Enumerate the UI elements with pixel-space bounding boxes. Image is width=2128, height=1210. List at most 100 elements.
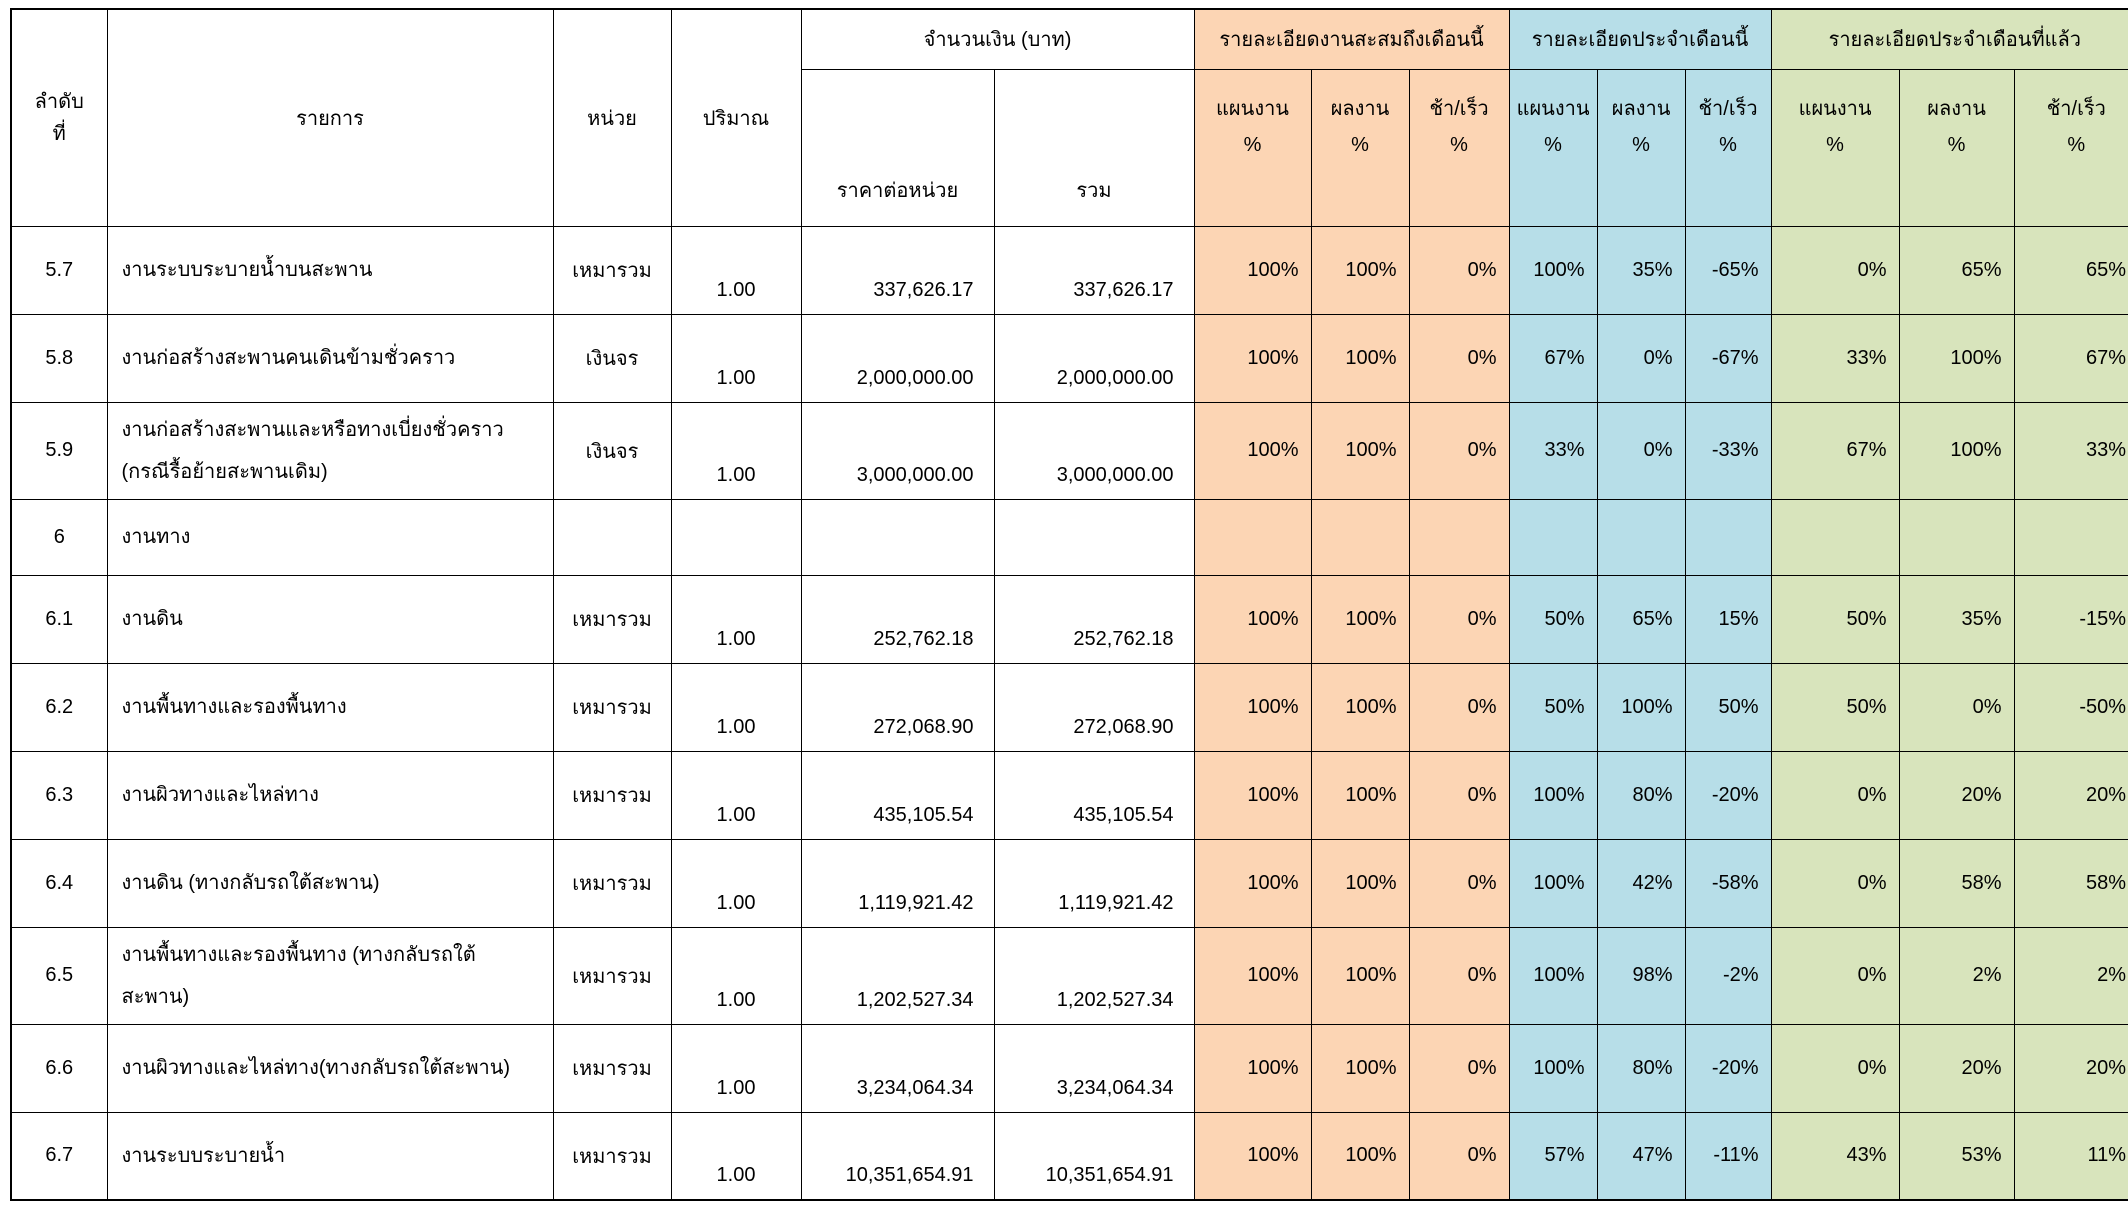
this-month-diff-cell: -58% xyxy=(1684,838,1772,928)
item-cell: งานผิวทางและไหล่ทาง(ทางกลับรถใต้สะพาน) xyxy=(106,1023,554,1113)
header-quantity: ปริมาณ xyxy=(670,8,802,227)
header-unit: หน่วย xyxy=(552,8,672,227)
cumulative-diff-cell: 0% xyxy=(1408,313,1510,403)
table-row: 6.3 งานผิวทางและไหล่ทาง เหมารวม 1.00 435… xyxy=(10,750,2128,840)
quantity-cell: 1.00 xyxy=(670,926,802,1025)
last-month-diff-cell: 58% xyxy=(2013,838,2128,928)
unit-price-cell: 3,234,064.34 xyxy=(800,1023,995,1113)
column-label: ช้า/เร็ว xyxy=(1429,97,1489,120)
table-row: 6.7 งานระบบระบายน้ำ เหมารวม 1.00 10,351,… xyxy=(10,1111,2128,1201)
table-row: 6.6 งานผิวทางและไหล่ทาง(ทางกลับรถใต้สะพา… xyxy=(10,1023,2128,1113)
this-month-result-cell: 47% xyxy=(1596,1111,1686,1201)
total-cell: 1,202,527.34 xyxy=(993,926,1195,1025)
item-cell: งานดิน (ทางกลับรถใต้สะพาน) xyxy=(106,838,554,928)
order-cell: 6.7 xyxy=(10,1111,108,1201)
quantity-cell: 1.00 xyxy=(670,1023,802,1113)
unit-cell: เหมารวม xyxy=(552,574,672,664)
order-cell: 6.4 xyxy=(10,838,108,928)
cumulative-diff-cell: 0% xyxy=(1408,662,1510,752)
order-cell: 6.5 xyxy=(10,926,108,1025)
order-cell: 6 xyxy=(10,498,108,576)
item-cell: งานผิวทางและไหล่ทาง xyxy=(106,750,554,840)
unit-cell xyxy=(552,498,672,576)
total-cell: 2,000,000.00 xyxy=(993,313,1195,403)
unit-price-cell: 2,000,000.00 xyxy=(800,313,995,403)
cumulative-plan-cell: 100% xyxy=(1193,1111,1312,1201)
cumulative-result-cell: 100% xyxy=(1310,1023,1410,1113)
this-month-plan-cell: 100% xyxy=(1508,838,1598,928)
last-month-plan-cell: 50% xyxy=(1770,662,1900,752)
column-label: ช้า/เร็ว xyxy=(1698,97,1758,120)
quantity-cell: 1.00 xyxy=(670,750,802,840)
item-cell: งานพื้นทางและรองพื้นทาง xyxy=(106,662,554,752)
table-header: ลำดับ ที่ รายการ หน่วย ปริมาณ จำนวนเงิน … xyxy=(10,8,2128,227)
this-month-result-cell xyxy=(1596,498,1686,576)
unit-price-cell xyxy=(800,498,995,576)
this-month-diff-cell: -20% xyxy=(1684,1023,1772,1113)
this-month-diff-cell: -33% xyxy=(1684,401,1772,500)
item-cell: งานก่อสร้างสะพานคนเดินข้ามชั่วคราว xyxy=(106,313,554,403)
total-cell: 3,234,064.34 xyxy=(993,1023,1195,1113)
cumulative-result-cell: 100% xyxy=(1310,574,1410,664)
this-month-plan-cell: 33% xyxy=(1508,401,1598,500)
unit-price-cell: 1,202,527.34 xyxy=(800,926,995,1025)
percent-sign: % xyxy=(1450,133,1468,156)
last-month-result-cell: 20% xyxy=(1898,1023,2015,1113)
percent-sign: % xyxy=(1351,133,1369,156)
total-cell: 252,762.18 xyxy=(993,574,1195,664)
this-month-result-cell: 42% xyxy=(1596,838,1686,928)
this-month-result-cell: 98% xyxy=(1596,926,1686,1025)
percent-sign: % xyxy=(1632,133,1650,156)
header-cumulative-result: ผลงาน % xyxy=(1310,68,1410,227)
item-cell: งานดิน xyxy=(106,574,554,664)
order-cell: 6.6 xyxy=(10,1023,108,1113)
cumulative-result-cell: 100% xyxy=(1310,926,1410,1025)
progress-table: ลำดับ ที่ รายการ หน่วย ปริมาณ จำนวนเงิน … xyxy=(10,8,2128,1201)
header-cumulative-plan: แผนงาน % xyxy=(1193,68,1312,227)
this-month-diff-cell: 15% xyxy=(1684,574,1772,664)
unit-cell: เหมารวม xyxy=(552,926,672,1025)
header-this-month-result: ผลงาน % xyxy=(1596,68,1686,227)
cumulative-plan-cell: 100% xyxy=(1193,401,1312,500)
last-month-plan-cell: 0% xyxy=(1770,926,1900,1025)
unit-price-cell: 10,351,654.91 xyxy=(800,1111,995,1201)
this-month-result-cell: 0% xyxy=(1596,401,1686,500)
this-month-diff-cell: -67% xyxy=(1684,313,1772,403)
percent-sign: % xyxy=(2067,133,2086,156)
header-unit-price: ราคาต่อหน่วย xyxy=(800,68,995,227)
this-month-plan-cell: 100% xyxy=(1508,225,1598,315)
cumulative-diff-cell: 0% xyxy=(1408,225,1510,315)
last-month-result-cell: 0% xyxy=(1898,662,2015,752)
table-row: 6 งานทาง xyxy=(10,498,2128,576)
last-month-plan-cell: 67% xyxy=(1770,401,1900,500)
item-cell: งานพื้นทางและรองพื้นทาง (ทางกลับรถใต้ สะ… xyxy=(106,926,554,1025)
total-cell: 3,000,000.00 xyxy=(993,401,1195,500)
quantity-cell: 1.00 xyxy=(670,574,802,664)
last-month-plan-cell: 0% xyxy=(1770,1023,1900,1113)
last-month-diff-cell: 67% xyxy=(2013,313,2128,403)
order-cell: 6.3 xyxy=(10,750,108,840)
cumulative-diff-cell: 0% xyxy=(1408,838,1510,928)
this-month-diff-cell: -20% xyxy=(1684,750,1772,840)
column-label: ผลงาน xyxy=(1611,97,1671,120)
table-row: 6.2 งานพื้นทางและรองพื้นทาง เหมารวม 1.00… xyxy=(10,662,2128,752)
order-cell: 6.2 xyxy=(10,662,108,752)
table-row: 5.8 งานก่อสร้างสะพานคนเดินข้ามชั่วคราว เ… xyxy=(10,313,2128,403)
this-month-result-cell: 35% xyxy=(1596,225,1686,315)
order-cell: 5.8 xyxy=(10,313,108,403)
unit-price-cell: 272,068.90 xyxy=(800,662,995,752)
last-month-diff-cell: 65% xyxy=(2013,225,2128,315)
cumulative-plan-cell: 100% xyxy=(1193,574,1312,664)
cumulative-result-cell: 100% xyxy=(1310,838,1410,928)
header-total: รวม xyxy=(993,68,1195,227)
this-month-plan-cell xyxy=(1508,498,1598,576)
quantity-cell: 1.00 xyxy=(670,662,802,752)
table-body: 5.7 งานระบบระบายน้ำบนสะพาน เหมารวม 1.00 … xyxy=(10,225,2128,1201)
percent-sign: % xyxy=(1544,133,1562,156)
cumulative-result-cell: 100% xyxy=(1310,225,1410,315)
unit-cell: เหมารวม xyxy=(552,1023,672,1113)
header-amount-group: จำนวนเงิน (บาท) xyxy=(800,8,1195,70)
last-month-diff-cell: -50% xyxy=(2013,662,2128,752)
header-order: ลำดับ ที่ xyxy=(10,8,108,227)
unit-cell: เงินจร xyxy=(552,313,672,403)
